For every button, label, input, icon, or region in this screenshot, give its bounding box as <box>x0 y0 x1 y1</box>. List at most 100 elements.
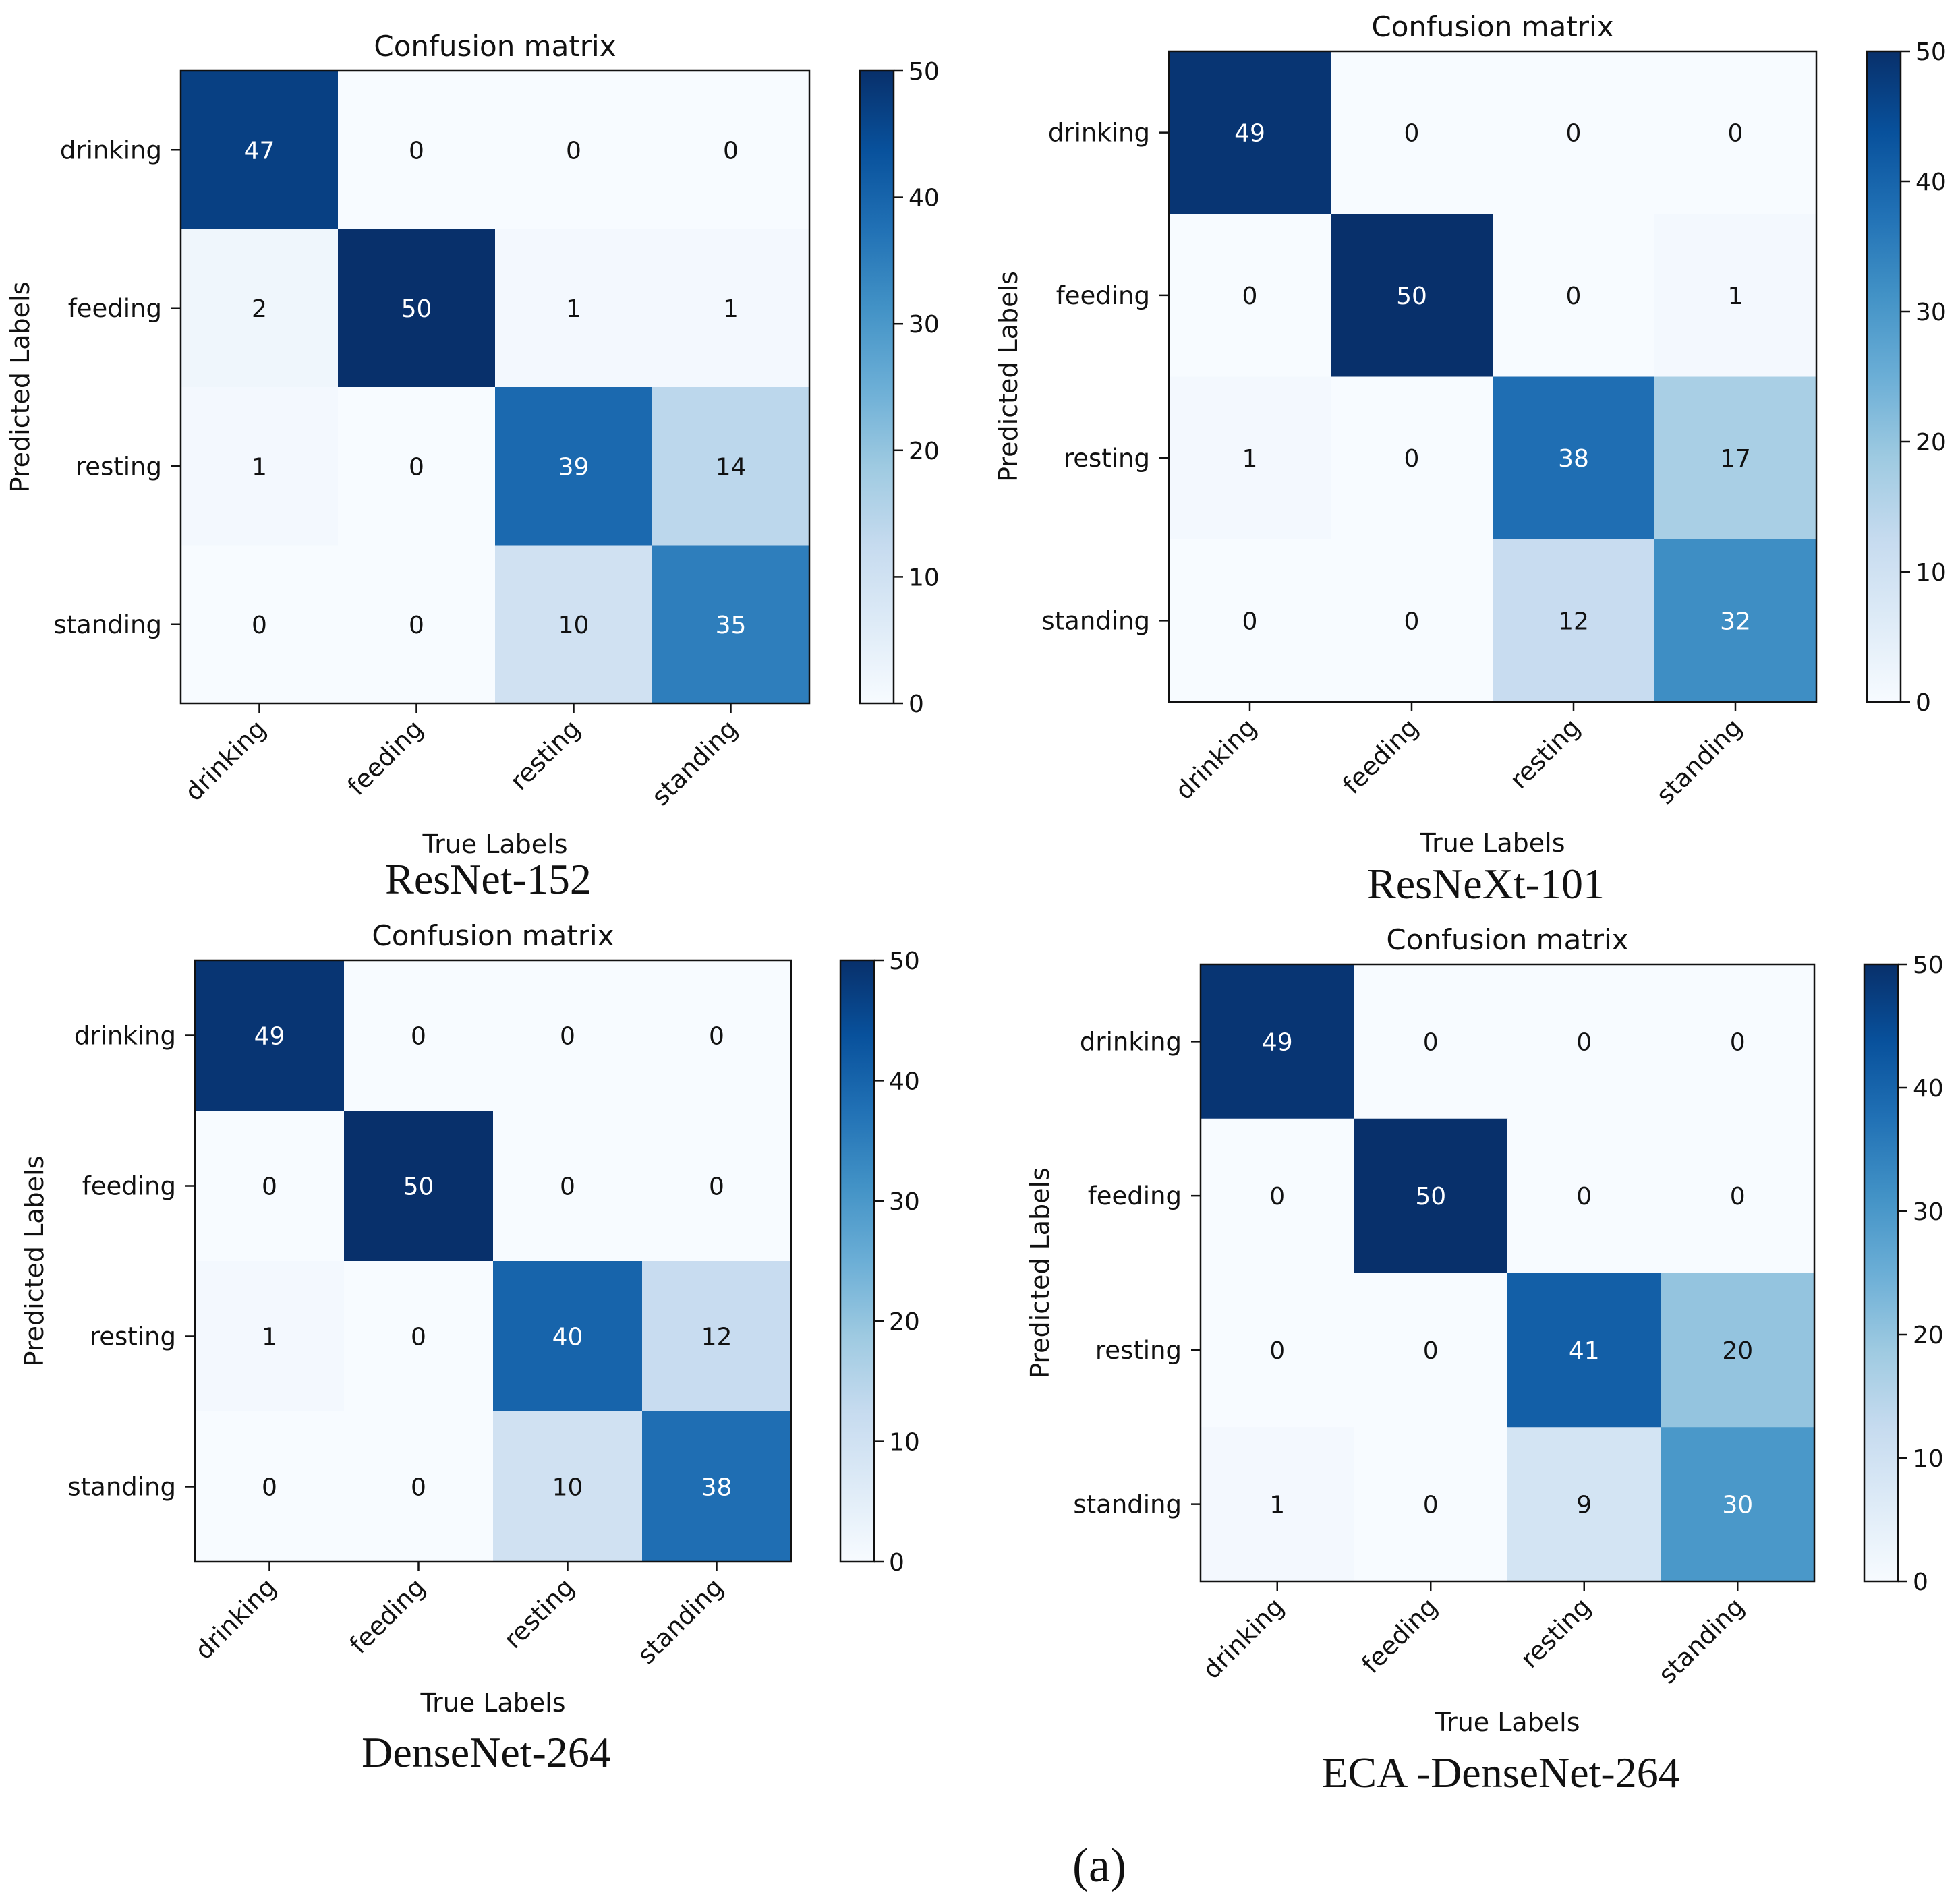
heatmap-cell <box>1493 51 1655 214</box>
x-tick-label: drinking <box>1197 1592 1290 1685</box>
x-axis-label: True Labels <box>1419 828 1565 858</box>
heatmap-cell <box>495 387 653 546</box>
colorbar-tick-label: 30 <box>1915 299 1947 326</box>
colorbar-tick-label: 40 <box>1913 1075 1944 1103</box>
cell-value-label: 0 <box>566 137 581 165</box>
heatmap-cell <box>1201 1427 1354 1582</box>
heatmap-frame <box>1168 50 1818 703</box>
x-tick-label: standing <box>1650 713 1748 810</box>
y-tick-label: resting <box>90 1322 176 1351</box>
heatmap-cell <box>195 1411 345 1562</box>
heatmap-cell <box>1201 1118 1354 1273</box>
heatmap-cell <box>344 1261 494 1412</box>
cell-value-label: 38 <box>1558 445 1589 473</box>
cell-value-label: 0 <box>411 1324 426 1351</box>
cell-value-label: 0 <box>1404 608 1420 635</box>
cell-value-label: 1 <box>1269 1492 1285 1519</box>
heatmap-cell <box>652 71 810 229</box>
heatmap-cell <box>642 1261 792 1412</box>
heatmap-cell <box>338 71 496 229</box>
colorbar-tick-label: 50 <box>909 58 940 86</box>
colorbar-tick-label: 20 <box>1915 429 1947 457</box>
y-tick-label: drinking <box>60 136 162 165</box>
cell-value-label: 47 <box>244 137 275 165</box>
cell-value-label: 49 <box>1234 120 1265 148</box>
heatmap-cell <box>1493 539 1655 703</box>
heatmap-cell <box>652 545 810 704</box>
cell-value-label: 0 <box>1269 1337 1285 1365</box>
model-caption: ResNet-152 <box>385 855 592 903</box>
cell-value-label: 0 <box>1566 120 1582 148</box>
colorbar-tick-label: 40 <box>909 185 940 212</box>
chart-title: Confusion matrix <box>372 919 614 952</box>
y-tick-label: standing <box>1073 1490 1182 1519</box>
cell-value-label: 0 <box>1269 1183 1285 1210</box>
y-tick-label: feeding <box>68 294 162 323</box>
y-tick-label: drinking <box>1048 119 1150 148</box>
heatmap-cell <box>344 1111 494 1262</box>
cell-value-label: 41 <box>1569 1337 1600 1365</box>
cell-value-label: 0 <box>1576 1028 1592 1056</box>
heatmap-cell <box>493 960 643 1111</box>
cell-value-label: 0 <box>1242 283 1258 310</box>
cell-value-label: 0 <box>1730 1183 1746 1210</box>
colorbar-tick-label: 0 <box>1915 689 1931 717</box>
heatmap-cell <box>1493 376 1655 540</box>
cell-value-label: 49 <box>254 1023 285 1051</box>
cell-value-label: 50 <box>1415 1183 1446 1210</box>
x-tick-label: feeding <box>342 714 429 801</box>
heatmap-cell <box>1331 214 1493 377</box>
model-caption: ECA -DenseNet-264 <box>1321 1749 1679 1796</box>
cell-value-label: 0 <box>1404 120 1420 148</box>
heatmap-cell <box>1354 1427 1508 1582</box>
heatmap-cell <box>652 387 810 546</box>
heatmap-cell <box>1654 214 1817 377</box>
colorbar-tick-label: 30 <box>889 1188 920 1216</box>
x-tick-label: standing <box>1653 1592 1750 1689</box>
y-axis-label: Predicted Labels <box>5 282 35 493</box>
colorbar <box>1863 963 1899 1583</box>
model-caption: ResNeXt-101 <box>1367 860 1605 908</box>
figure-label: (a) <box>1072 1838 1126 1892</box>
heatmap-cell <box>1169 539 1331 703</box>
heatmap-cell <box>1201 1273 1354 1428</box>
cell-value-label: 0 <box>709 1173 724 1201</box>
cell-value-label: 10 <box>552 1474 583 1502</box>
y-axis-label: Predicted Labels <box>1025 1167 1055 1378</box>
cell-value-label: 0 <box>1404 445 1420 473</box>
heatmap-cell <box>1654 51 1817 214</box>
cell-value-label: 0 <box>1423 1492 1439 1519</box>
cell-value-label: 35 <box>716 612 747 639</box>
y-tick-label: drinking <box>74 1022 176 1051</box>
cell-value-label: 0 <box>1728 120 1743 148</box>
x-tick-label: feeding <box>1337 713 1424 800</box>
heatmap-cell <box>1654 539 1817 703</box>
heatmap-cell <box>344 1411 494 1562</box>
cell-value-label: 0 <box>411 1023 426 1051</box>
x-tick-label: resting <box>1504 713 1586 794</box>
heatmap-cell <box>495 229 653 388</box>
heatmap-cell <box>1354 1118 1508 1273</box>
cell-value-label: 38 <box>701 1474 732 1502</box>
colorbar <box>839 959 875 1563</box>
cell-value-label: 30 <box>1722 1492 1753 1519</box>
heatmap-cell <box>1654 376 1817 540</box>
cell-value-label: 50 <box>1396 283 1427 310</box>
heatmap-cell <box>181 71 339 229</box>
heatmap-cell <box>195 1111 345 1262</box>
cell-value-label: 0 <box>1576 1183 1592 1210</box>
cell-value-label: 1 <box>1242 445 1258 473</box>
colorbar-tick-label: 50 <box>1915 38 1947 66</box>
y-tick-label: feeding <box>1088 1181 1182 1210</box>
heatmap-cell <box>1169 376 1331 540</box>
colorbar-tick-label: 30 <box>909 311 940 339</box>
y-tick-label: standing <box>67 1473 176 1502</box>
x-tick-label: standing <box>632 1573 729 1670</box>
heatmap-cell <box>195 1261 345 1412</box>
colorbar <box>859 69 895 705</box>
heatmap-cell <box>338 387 496 546</box>
colorbar-tick-label: 40 <box>889 1068 920 1095</box>
